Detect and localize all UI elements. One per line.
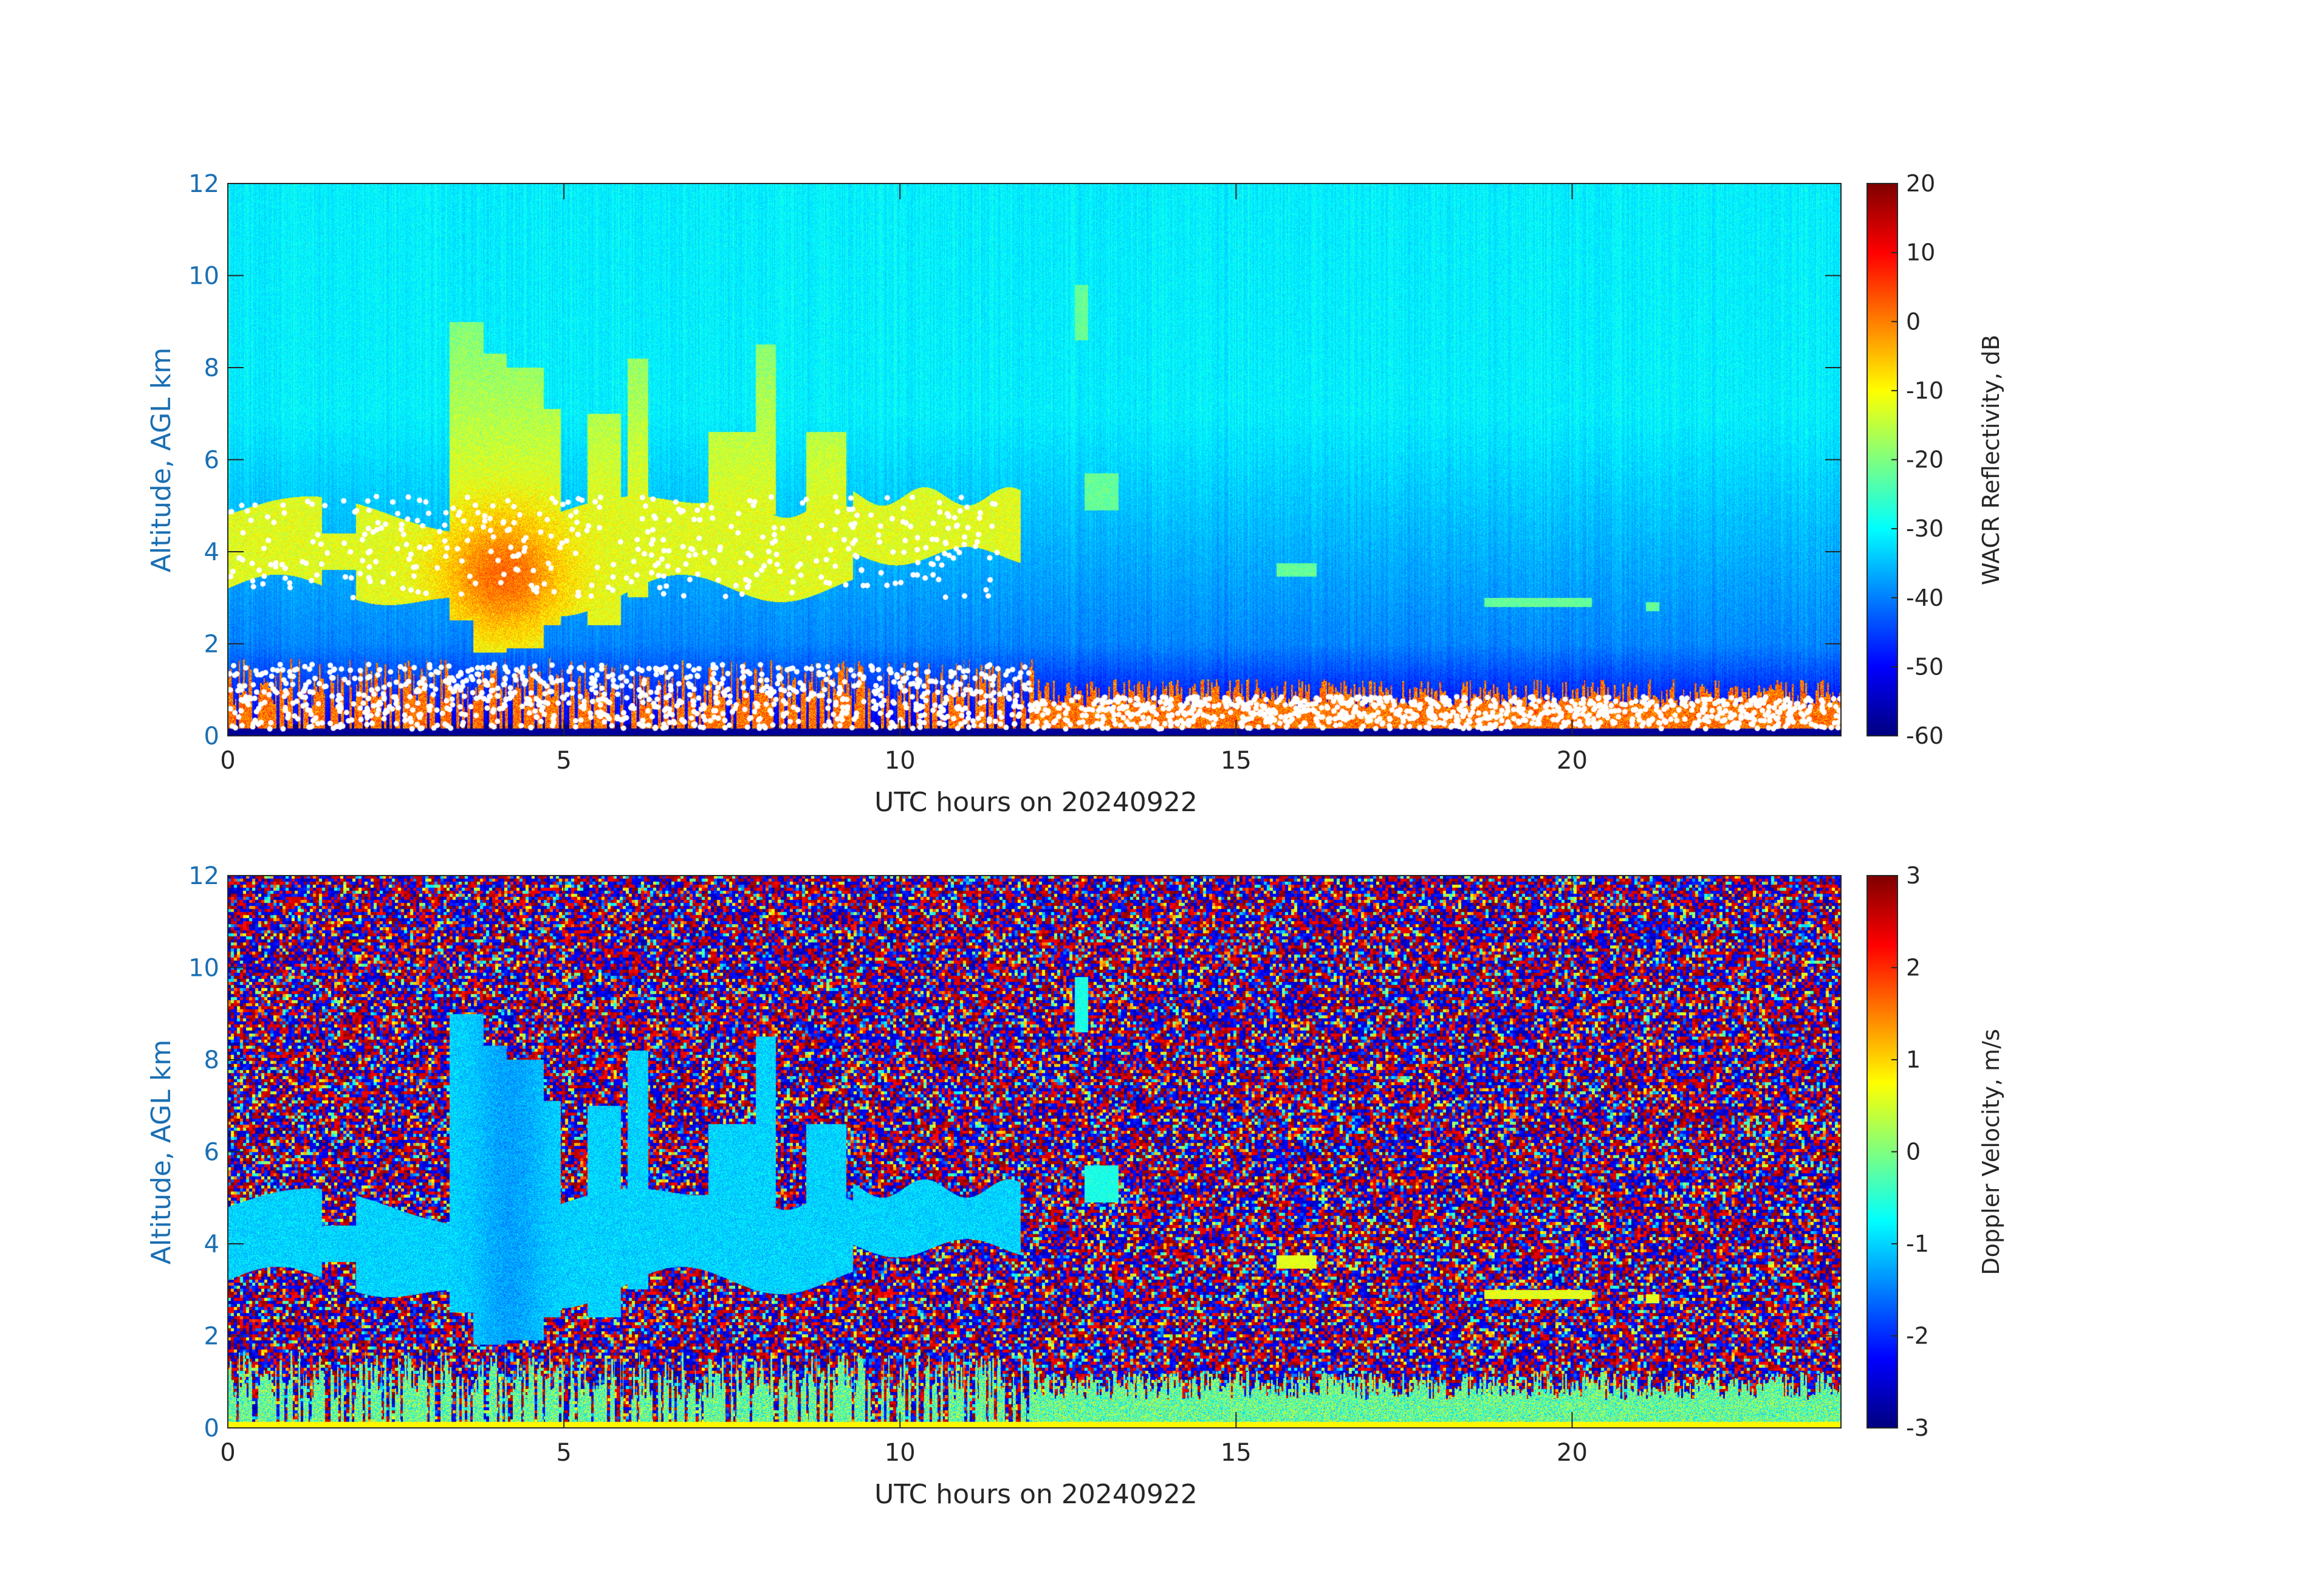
colorbar-tick-label: 0 [1906,308,1921,335]
reflectivity-panel: 0 2 4 6 8 10 12 0 5 10 15 20 UTC hours on 20240922… [146,170,2004,818]
colorbar-tick-label: -60 [1906,722,1944,749]
colorbar-tick-label: -40 [1906,585,1944,611]
colorbar-tick-label: -50 [1906,653,1944,680]
colorbar-tick-label: 3 [1906,862,1921,889]
colorbar-tick-label: -3 [1906,1415,1929,1441]
x-tick-label: 5 [556,747,571,775]
y-tick-label: 4 [204,538,219,566]
y-tick-label: 8 [204,354,219,382]
doppler-y-axis-label: Altitude, AGL km [146,1040,177,1264]
reflectivity-x-axis-label: UTC hours on 20240922 [874,787,1198,818]
y-tick-label: 0 [204,722,219,750]
x-tick-label: 15 [1221,747,1252,775]
colorbar-tick-label: 10 [1906,239,1935,266]
colorbar-tick-label: 1 [1906,1046,1921,1073]
colorbar-tick-label: -1 [1906,1230,1929,1257]
colorbar-tick-label: -10 [1906,377,1944,404]
y-tick-label: 6 [204,1139,219,1167]
x-tick-label: 20 [1557,747,1588,775]
y-tick-label: 10 [188,262,219,290]
colorbar-tick-label: 2 [1906,955,1921,981]
doppler-x-axis-label: UTC hours on 20240922 [874,1479,1198,1510]
reflectivity-colorbar-label: WACR Reflectivity, dB [1978,335,2004,585]
y-tick-label: 12 [188,170,219,198]
doppler-plot-area [228,876,1841,1428]
colorbar-tick-label: 20 [1906,170,1935,197]
x-tick-label: 15 [1221,1439,1252,1467]
reflectivity-colorbar-ticks: 20 10 0 -10 -20 -30 -40 -50 -60 [1891,170,1944,749]
reflectivity-x-ticks: 0 5 10 15 20 [220,184,1588,775]
y-tick-label: 8 [204,1046,219,1074]
x-tick-label: 5 [556,1439,571,1467]
x-tick-label: 20 [1557,1439,1588,1467]
colorbar-tick-label: -30 [1906,515,1944,542]
y-tick-label: 4 [204,1230,219,1258]
reflectivity-plot-area [228,184,1841,736]
x-tick-label: 10 [885,1439,916,1467]
doppler-x-ticks: 0 5 10 15 20 [220,876,1588,1467]
y-tick-label: 12 [188,862,219,890]
doppler-colorbar-label: Doppler Velocity, m/s [1978,1029,2004,1275]
y-tick-label: 2 [204,631,219,659]
doppler-colorbar-ticks: 3 2 1 0 -1 -2 -3 [1891,862,1929,1441]
x-tick-label: 0 [220,1439,235,1467]
y-tick-label: 6 [204,447,219,475]
x-tick-label: 0 [220,747,235,775]
y-tick-label: 10 [188,955,219,983]
reflectivity-y-ticks: 0 2 4 6 8 10 12 [188,170,1841,750]
y-tick-label: 0 [204,1415,219,1442]
colorbar-tick-label: 0 [1906,1139,1921,1165]
y-tick-label: 2 [204,1323,219,1351]
x-tick-label: 10 [885,747,916,775]
reflectivity-y-axis-label: Altitude, AGL km [146,348,177,572]
doppler-y-ticks: 0 2 4 6 8 10 12 [188,862,1841,1442]
colorbar-tick-label: -20 [1906,447,1944,473]
colorbar-tick-label: -2 [1906,1323,1929,1350]
